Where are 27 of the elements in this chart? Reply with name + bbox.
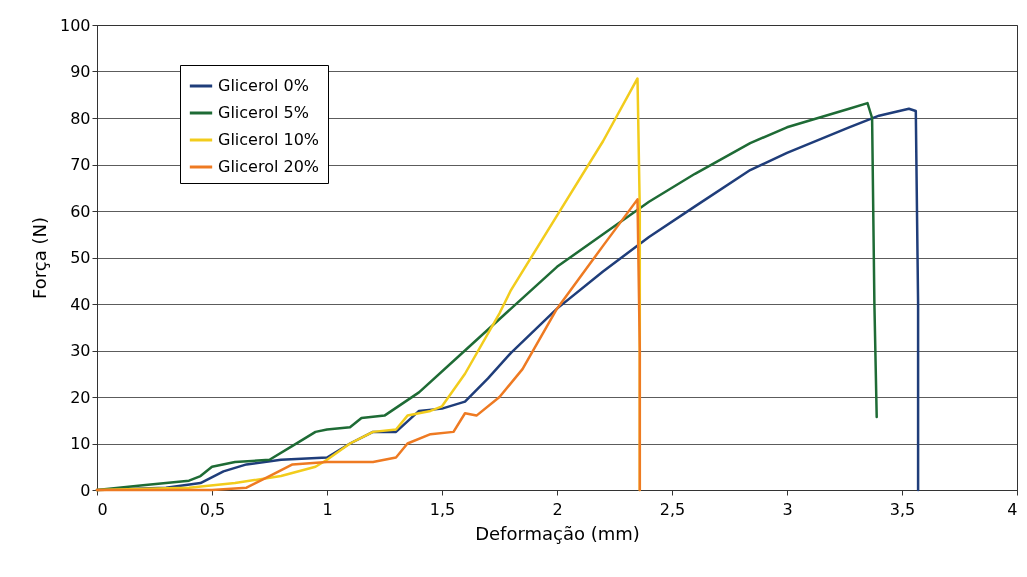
- x-tick-label: 0,5: [199, 499, 226, 519]
- x-tick-label: 1,5: [429, 499, 456, 519]
- y-tick-label: 0: [80, 480, 91, 500]
- x-tick-label: 0: [97, 499, 108, 519]
- legend-label: Glicerol 0%: [218, 76, 309, 95]
- x-tick-label: 3: [782, 499, 793, 519]
- x-tick-label: 2,5: [659, 499, 686, 519]
- y-tick-label: 60: [70, 201, 91, 221]
- y-tick-label: 100: [59, 15, 91, 35]
- y-tick-label: 20: [70, 387, 91, 407]
- line-series: [95, 198, 642, 492]
- x-tick-label: 1: [322, 499, 333, 519]
- y-tick-label: 40: [70, 294, 91, 314]
- y-axis-title: Força (N): [28, 217, 50, 299]
- y-tick-label: 30: [70, 341, 91, 360]
- legend-label: Glicerol 5%: [218, 103, 309, 122]
- y-tick-label: 80: [70, 108, 91, 128]
- x-axis-title: Deformação (mm): [475, 522, 640, 544]
- x-tick-label: 4: [1007, 499, 1018, 519]
- y-tick-label: 70: [70, 155, 91, 174]
- y-tick-label: 10: [70, 434, 91, 453]
- x-tick-label: 3,5: [889, 499, 916, 519]
- y-tick-label: 90: [70, 62, 91, 81]
- x-tick-label: 2: [552, 499, 563, 519]
- legend-label: Glicerol 10%: [218, 130, 320, 149]
- y-tick-label: 50: [70, 248, 91, 267]
- legend-label: Glicerol 20%: [218, 157, 320, 176]
